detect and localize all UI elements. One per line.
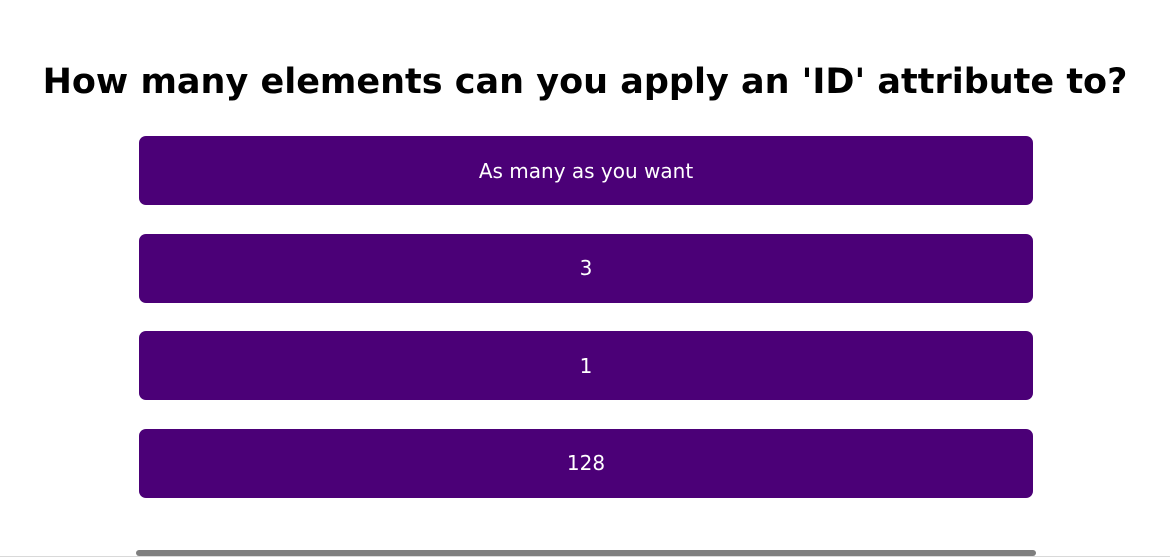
answer-button-2[interactable]: 3 — [139, 233, 1033, 303]
answer-button-1[interactable]: As many as you want — [139, 136, 1033, 205]
answer-list: As many as you want 3 1 128 — [139, 136, 1033, 526]
question-title: How many elements can you apply an 'ID' … — [42, 62, 1128, 102]
scrollbar-thumb[interactable] — [136, 550, 1036, 556]
answer-button-4[interactable]: 128 — [139, 428, 1033, 498]
answer-button-3[interactable]: 1 — [139, 331, 1033, 400]
scrollbar-track — [0, 556, 1170, 557]
